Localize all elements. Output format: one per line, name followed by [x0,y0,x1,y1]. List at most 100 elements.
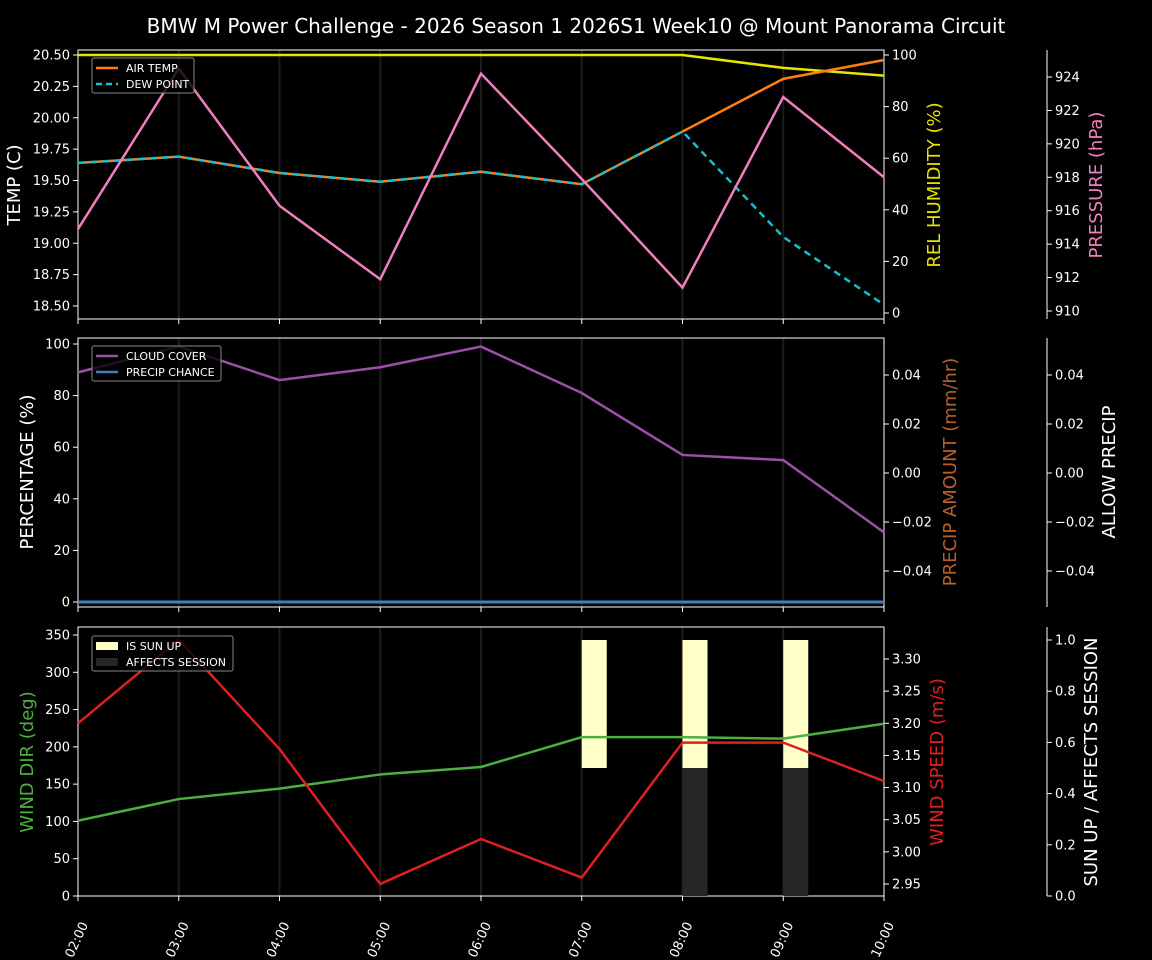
y-tick-label: 20.00 [33,111,70,126]
x-tick-label: 03:00 [163,920,192,960]
legend-label: CLOUD COVER [126,350,207,363]
y-tick-label: 20 [892,255,909,270]
x-tick-label: 02:00 [63,920,92,960]
y-tick-label: 60 [53,441,70,456]
y-axis-label-allow-precip: ALLOW PRECIP [1099,405,1120,538]
legend-label: PRECIP CHANCE [126,366,215,379]
y-tick-label: 918 [1055,171,1080,186]
y-tick-label: 100 [45,815,70,830]
y-tick-label: 100 [892,49,917,64]
y-tick-label: 3.20 [892,717,921,732]
y-tick-label: 920 [1055,137,1080,152]
y-tick-label: 60 [892,152,909,167]
y-tick-label: 0.6 [1055,736,1076,751]
y-tick-label: 18.50 [33,300,70,315]
humidity-line [78,53,885,77]
y-tick-label: 0.8 [1055,685,1076,700]
y-tick-label: 916 [1055,204,1080,219]
y-tick-label: 924 [1055,71,1080,86]
y-axis-label-sun-up: SUN UP / AFFECTS SESSION [1081,637,1102,886]
y-tick-label: 0 [892,307,900,322]
y-tick-label: 50 [53,852,70,867]
y-axis-label-percentage: PERCENTAGE (%) [17,394,38,549]
legend-swatch [96,658,118,666]
y-tick-label: −0.02 [892,516,932,531]
y-tick-label: 912 [1055,271,1080,286]
y-tick-label: 350 [45,629,70,644]
y-tick-label: 0.0 [1055,890,1076,905]
y-tick-label: 0.04 [892,369,921,384]
y-tick-label: 19.75 [33,143,70,158]
legend-label: AIR TEMP [126,62,178,75]
legend-box [91,345,222,382]
y-tick-label: 19.50 [33,174,70,189]
chart-title: BMW M Power Challenge - 2026 Season 1 20… [146,14,1006,38]
legend-box [91,635,234,672]
y-tick-label: 250 [45,703,70,718]
y-tick-label: 20.25 [33,80,70,95]
legend-label: IS SUN UP [126,640,182,653]
y-tick-label: 19.00 [33,237,70,252]
y-tick-label: 19.25 [33,205,70,220]
x-tick-label: 09:00 [768,920,797,960]
y-tick-label: 0.4 [1055,787,1076,802]
y-tick-label: 18.75 [33,268,70,283]
y-axis-label-wind-dir: WIND DIR (deg) [17,691,38,833]
y-tick-label: 2.95 [892,878,921,893]
y-axis-label-precip-amount: PRECIP AMOUNT (mm/hr) [940,358,961,587]
y-tick-label: 0.00 [892,467,921,482]
x-tick-label: 10:00 [869,920,898,960]
legend-label: DEW POINT [126,78,190,91]
y-tick-label: −0.04 [892,565,932,580]
y-tick-label: 0.02 [1055,418,1084,433]
sun-up-bar [682,640,708,768]
y-tick-label: 200 [45,740,70,755]
y-tick-label: 0 [62,890,70,905]
y-tick-label: 0.02 [892,418,921,433]
y-tick-label: 0.00 [1055,467,1084,482]
legend-label: AFFECTS SESSION [126,656,226,669]
y-tick-label: 20.50 [33,49,70,64]
dew-point-line [77,130,885,306]
legend-swatch [96,642,118,650]
y-axis-label-wind-speed: WIND SPEED (m/s) [927,678,948,846]
y-tick-label: 3.10 [892,781,921,796]
affects-session-bar [682,768,708,896]
x-tick-label: 07:00 [566,920,595,960]
y-tick-label: −0.04 [1055,565,1095,580]
y-tick-label: 20 [53,544,70,559]
y-tick-label: 910 [1055,305,1080,320]
affects-session-bar [783,768,809,896]
y-tick-label: 40 [53,492,70,507]
y-tick-label: 0.2 [1055,838,1076,853]
x-tick-label: 08:00 [667,920,696,960]
y-tick-label: 80 [53,389,70,404]
sun-up-bar [581,640,607,768]
y-tick-label: 0.04 [1055,369,1084,384]
pressure-line [76,66,885,290]
x-tick-label: 05:00 [365,920,394,960]
sun-up-bar [783,640,809,768]
y-axis-label-temp: TEMP (C) [4,144,25,226]
y-tick-label: 914 [1055,238,1080,253]
y-tick-label: 922 [1055,104,1080,119]
y-tick-label: 3.05 [892,813,921,828]
y-tick-label: 300 [45,666,70,681]
x-tick-label: 04:00 [264,920,293,960]
y-tick-label: 3.30 [892,653,921,668]
y-tick-label: 3.15 [892,749,921,764]
x-tick-label: 06:00 [466,920,495,960]
wind-speed-line [77,637,885,886]
wind-dir-line [77,722,885,822]
y-tick-label: 80 [892,100,909,115]
y-tick-label: −0.02 [1055,516,1095,531]
y-tick-label: 3.25 [892,685,921,700]
y-tick-label: 3.00 [892,845,921,860]
y-tick-label: 150 [45,778,70,793]
y-axis-label-pressure: PRESSURE (hPa) [1086,112,1107,259]
y-tick-label: 1.0 [1055,634,1076,649]
y-tick-label: 0 [62,596,70,611]
y-axis-label-humidity: REL HUMIDITY (%) [924,102,945,267]
y-tick-label: 40 [892,203,909,218]
